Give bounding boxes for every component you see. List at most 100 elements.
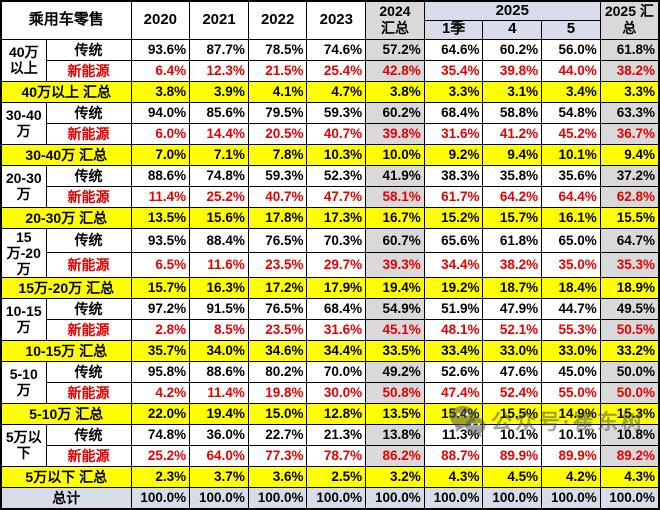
total-value-cell: 13.5% xyxy=(130,206,191,229)
segment-range-label: 30-40万 xyxy=(0,101,47,145)
segment-traditional-row: 15万-20万 传统 93.5% 88.4% 76.5% 70.3% 60.7% 65.6% 6… xyxy=(0,227,660,278)
value-cell: 13.8% xyxy=(365,423,425,446)
grand-total-value-cell: 100.0% xyxy=(541,486,601,510)
col-header-2024-line2: 汇总 xyxy=(380,20,409,37)
value-cell: 61.7% xyxy=(423,185,484,208)
total-value-cell: 4.3% xyxy=(423,465,484,488)
value-cell: 45.2% xyxy=(541,122,601,145)
segment-range-label: 10-15万 xyxy=(0,297,47,341)
col-header-2024-total: 2024 汇总 xyxy=(365,0,425,40)
type-label-nev: 新能源 xyxy=(45,185,132,208)
type-label-traditional: 传统 xyxy=(45,101,132,124)
value-cell: 35.0% xyxy=(541,252,601,278)
value-cell: 60.7% xyxy=(365,227,425,254)
value-cell: 11.6% xyxy=(189,252,249,278)
total-value-cell: 3.6% xyxy=(247,465,308,488)
type-label-nev: 新能源 xyxy=(45,318,132,341)
segment-traditional-row: 30-40万 传统 94.0% 85.6% 79.5% 59.3% 60.2% 68.4% 58… xyxy=(0,101,660,145)
value-cell: 48.1% xyxy=(423,318,484,341)
value-cell: 11.4% xyxy=(189,381,249,404)
value-cell: 88.4% xyxy=(189,227,249,254)
col-header-2025-may: 5 xyxy=(541,19,601,40)
grand-total-value-cell: 100.0% xyxy=(599,486,660,510)
total-value-cell: 34.0% xyxy=(189,339,249,362)
value-cell: 93.5% xyxy=(130,227,191,254)
grand-total-value-cell: 100.0% xyxy=(189,486,249,510)
value-cell: 76.5% xyxy=(247,297,308,320)
segment-range-label: 40万以上 xyxy=(0,38,47,82)
total-value-cell: 18.4% xyxy=(541,276,601,299)
total-value-cell: 17.3% xyxy=(306,206,367,229)
total-value-cell: 15.3% xyxy=(599,402,660,425)
segment-total-row: 15万-20万 汇总 15.7% 16.3% 17.2% 17.9% 19.4% 19.2%… xyxy=(0,276,660,299)
total-value-cell: 33.4% xyxy=(423,339,484,362)
value-cell: 47.7% xyxy=(306,185,367,208)
value-cell: 68.4% xyxy=(306,297,367,320)
value-cell: 41.2% xyxy=(482,122,543,145)
value-cell: 60.2% xyxy=(482,38,543,61)
total-value-cell: 4.3% xyxy=(599,465,660,488)
type-label-traditional: 传统 xyxy=(45,164,132,187)
value-cell: 70.0% xyxy=(306,360,367,383)
value-cell: 64.4% xyxy=(541,185,601,208)
value-cell: 74.8% xyxy=(130,423,191,446)
grand-total-label: 总计 xyxy=(0,486,132,510)
type-label-nev: 新能源 xyxy=(45,122,132,145)
value-cell: 63.3% xyxy=(599,101,660,124)
total-value-cell: 15.0% xyxy=(247,402,308,425)
value-cell: 51.9% xyxy=(423,297,484,320)
value-cell: 6.4% xyxy=(130,59,191,82)
value-cell: 34.4% xyxy=(423,252,484,278)
value-cell: 50.0% xyxy=(599,381,660,404)
col-header-2025-total-line1: 2025 汇 xyxy=(604,2,654,19)
value-cell: 55.3% xyxy=(541,318,601,341)
type-label-nev: 新能源 xyxy=(45,381,132,404)
value-cell: 21.5% xyxy=(247,59,308,82)
total-value-cell: 15.5% xyxy=(482,402,543,425)
value-cell: 59.3% xyxy=(306,101,367,124)
value-cell: 21.3% xyxy=(306,423,367,446)
type-label-traditional: 传统 xyxy=(45,297,132,320)
value-cell: 31.6% xyxy=(423,122,484,145)
value-cell: 88.6% xyxy=(189,360,249,383)
total-value-cell: 35.7% xyxy=(130,339,191,362)
value-cell: 52.3% xyxy=(306,164,367,187)
table-body: 40万以上 传统 93.6% 87.7% 78.5% 74.6% 57.2% 64.6% 60.… xyxy=(0,38,660,510)
total-value-cell: 3.9% xyxy=(189,80,249,103)
segment-total-row: 40万以上 汇总 3.8% 3.9% 4.1% 4.7% 3.8% 3.3% 3.1% 3.4%… xyxy=(0,80,660,103)
total-value-cell: 17.8% xyxy=(247,206,308,229)
value-cell: 74.8% xyxy=(189,164,249,187)
segment-nev-row: 新能源 11.4% 25.2% 40.7% 47.7% 58.1% 61.7% 64.2% 64… xyxy=(1,185,660,208)
total-value-cell: 13.5% xyxy=(365,402,425,425)
value-cell: 36.7% xyxy=(599,122,660,145)
segment-range-label: 5万以下 xyxy=(0,423,47,467)
total-value-cell: 7.1% xyxy=(189,143,249,166)
col-header-2025-q1: 1季 xyxy=(423,19,484,40)
value-cell: 25.4% xyxy=(306,59,367,82)
total-value-cell: 15.2% xyxy=(423,206,484,229)
total-value-cell: 33.0% xyxy=(482,339,543,362)
value-cell: 40.7% xyxy=(306,122,367,145)
total-value-cell: 9.2% xyxy=(423,143,484,166)
value-cell: 74.6% xyxy=(306,38,367,61)
type-label-traditional: 传统 xyxy=(45,227,132,254)
total-value-cell: 3.3% xyxy=(423,80,484,103)
total-value-cell: 33.2% xyxy=(599,339,660,362)
value-cell: 14.4% xyxy=(189,122,249,145)
grand-total-value-cell: 100.0% xyxy=(423,486,484,510)
total-value-cell: 16.7% xyxy=(365,206,425,229)
value-cell: 58.8% xyxy=(482,101,543,124)
total-value-cell: 4.1% xyxy=(247,80,308,103)
value-cell: 64.6% xyxy=(423,38,484,61)
segment-traditional-row: 10-15万 传统 97.2% 91.5% 76.5% 68.4% 54.9% 51.9% 47… xyxy=(0,297,660,341)
total-value-cell: 3.4% xyxy=(541,80,601,103)
col-header-2024-line1: 2024 xyxy=(379,2,411,19)
value-cell: 49.2% xyxy=(365,360,425,383)
total-value-cell: 19.4% xyxy=(189,402,249,425)
segment-traditional-row: 40万以上 传统 93.6% 87.7% 78.5% 74.6% 57.2% 64.6% 60.… xyxy=(0,38,660,82)
total-value-cell: 9.4% xyxy=(482,143,543,166)
total-value-cell: 3.7% xyxy=(189,465,249,488)
value-cell: 30.0% xyxy=(306,381,367,404)
table-title: 乘用车零售 xyxy=(0,0,132,40)
value-cell: 36.0% xyxy=(189,423,249,446)
